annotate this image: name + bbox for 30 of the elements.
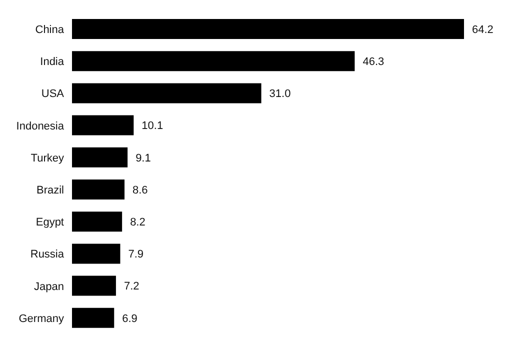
bar: [72, 244, 120, 264]
bar: [72, 51, 355, 72]
y-tick-label: Russia: [30, 248, 65, 261]
bar: [72, 115, 134, 136]
data-label: 8.2: [130, 216, 146, 229]
y-tick-label: Turkey: [30, 152, 64, 164]
data-label: 46.3: [362, 56, 384, 68]
bar: [72, 83, 262, 104]
y-tick-label: USA: [41, 88, 65, 100]
y-tick-label: Japan: [34, 280, 64, 293]
data-label: 8.6: [132, 184, 148, 196]
bar: [72, 19, 464, 39]
data-label: 7.9: [128, 248, 144, 261]
data-label: 64.2: [472, 24, 494, 36]
bar: [72, 212, 122, 232]
bar: [72, 147, 128, 168]
y-tick-label: Brazil: [36, 184, 64, 196]
bar: [72, 308, 114, 328]
y-tick-label: Egypt: [36, 216, 64, 229]
data-label: 6.9: [122, 312, 138, 325]
bar: [72, 180, 125, 200]
y-tick-label: China: [35, 24, 65, 36]
data-label: 10.1: [142, 120, 164, 132]
data-label: 7.2: [124, 280, 140, 293]
y-tick-label: India: [40, 56, 65, 68]
y-tick-label: Indonesia: [16, 120, 65, 132]
bar: [72, 276, 116, 296]
data-label: 31.0: [269, 88, 291, 100]
y-tick-label: Germany: [18, 312, 64, 325]
data-label: 9.1: [136, 152, 151, 164]
